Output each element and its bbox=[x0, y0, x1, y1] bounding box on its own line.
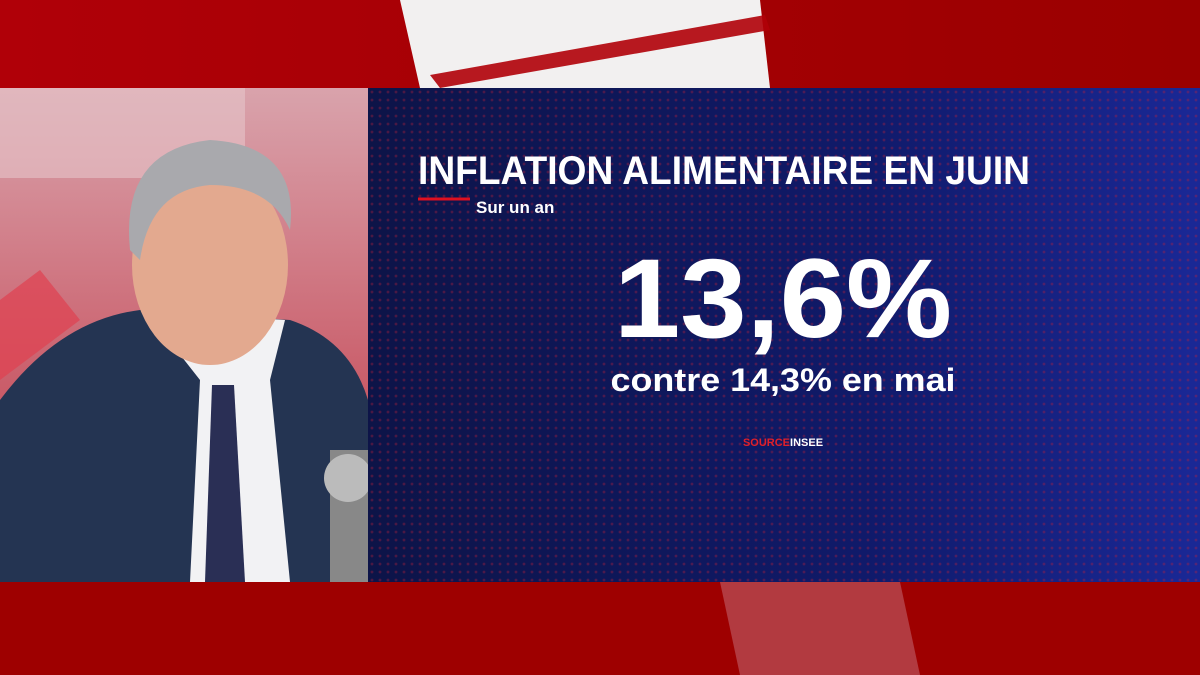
red-stripe bbox=[430, 15, 770, 88]
hair bbox=[129, 140, 291, 260]
studio-shape bbox=[0, 270, 80, 380]
bottom-band bbox=[0, 582, 1200, 675]
face bbox=[132, 165, 288, 365]
main-figure: 13,6% bbox=[614, 236, 952, 361]
microphone-head bbox=[324, 454, 372, 502]
headline: INFLATION ALIMENTAIRE EN JUIN bbox=[418, 149, 1030, 193]
source-name: INSEE bbox=[790, 437, 823, 449]
comparison: contre 14,3% en mai bbox=[611, 362, 956, 398]
subtitle: Sur un an bbox=[476, 198, 554, 217]
dot-texture bbox=[368, 88, 1200, 582]
source-label: SOURCE bbox=[743, 437, 790, 449]
source: SOURCEINSEE bbox=[743, 437, 823, 449]
bottom-shape bbox=[720, 582, 920, 675]
tie bbox=[205, 385, 245, 582]
